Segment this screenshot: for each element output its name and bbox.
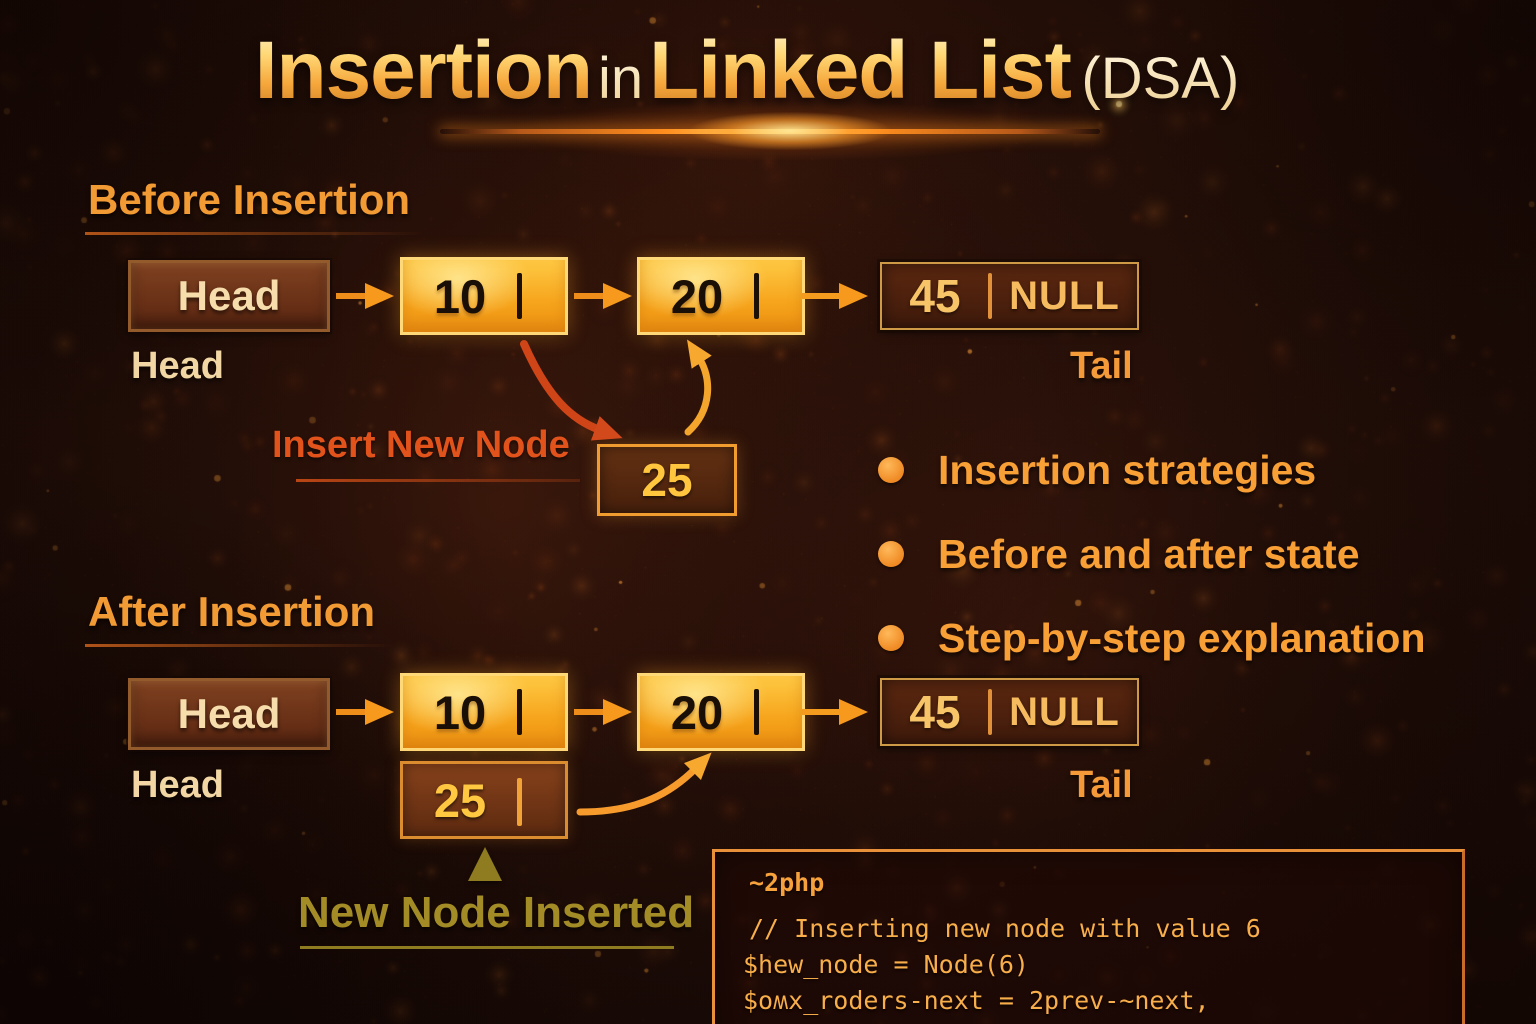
after-tail-divider <box>988 689 992 735</box>
after-node-10: 10 <box>400 673 568 751</box>
before-node-20-pointer-divider <box>754 273 759 319</box>
bullet-label: Insertion strategies <box>938 446 1317 493</box>
before-tail-divider <box>988 273 992 319</box>
after-new-node-value: 25 <box>433 773 487 827</box>
after-tail-value: 45 <box>909 686 961 738</box>
before-tail-node: 45 NULL <box>880 262 1139 330</box>
list-item: Insertion strategies <box>878 438 1426 502</box>
after-head-box-label: Head <box>177 690 281 737</box>
code-line-pointer-assign: $oʍx_roders-next = 2prev-~next, <box>743 986 1210 1015</box>
after-tail-label: Tail <box>1070 764 1133 806</box>
topic-bullet-list: Insertion strategies Before and after st… <box>878 438 1426 690</box>
before-node-20-value: 20 <box>670 269 724 323</box>
before-node-10: 10 <box>400 257 568 335</box>
before-tail-label: Tail <box>1070 345 1133 387</box>
bullet-dot-icon <box>878 625 904 651</box>
lens-flare-core <box>690 112 890 150</box>
insert-new-node-caption: Insert New Node <box>272 424 570 466</box>
inserted-caption-underline <box>300 946 674 949</box>
bullet-dot-icon <box>878 541 904 567</box>
list-item: Step-by-step explanation <box>878 606 1426 670</box>
pointer-up-triangle-icon <box>468 847 502 881</box>
list-item: Before and after state <box>878 522 1426 586</box>
code-snippet-panel: ~2php // Inserting new node with value 6… <box>712 849 1465 1024</box>
before-head-box: Head <box>128 260 330 332</box>
after-head-label: Head <box>131 764 224 806</box>
code-line-comment: // Inserting new node with value 6 <box>749 914 1261 943</box>
code-line-new-node: $hew_node = Node(6) <box>743 950 1029 979</box>
after-heading-underline <box>85 644 397 647</box>
title-word-in: in <box>592 46 649 111</box>
before-node-10-value: 10 <box>433 269 487 323</box>
before-node-10-pointer-divider <box>517 273 522 319</box>
title-word-linked-list: Linked List <box>649 25 1072 116</box>
after-head-box: Head <box>128 678 330 750</box>
after-node-10-pointer-divider <box>517 689 522 735</box>
before-head-label: Head <box>131 345 224 387</box>
after-section-heading: After Insertion <box>88 588 376 635</box>
after-tail-node: 45 NULL <box>880 678 1139 746</box>
new-node-inserted-caption: New Node Inserted <box>298 888 695 937</box>
after-node-10-value: 10 <box>433 685 487 739</box>
page-title: Insertion inLinked List (DSA) <box>0 24 1500 118</box>
after-null-pointer: NULL <box>1009 689 1120 734</box>
after-node-20: 20 <box>637 673 805 751</box>
before-section-heading: Before Insertion <box>88 176 411 223</box>
insert-caption-underline <box>296 479 580 482</box>
before-null-pointer: NULL <box>1009 273 1120 318</box>
title-word-dsa: (DSA) <box>1075 46 1245 111</box>
before-head-box-label: Head <box>177 272 281 319</box>
code-line-php-tag: ~2php <box>749 868 825 897</box>
after-node-20-pointer-divider <box>754 689 759 735</box>
title-word-insertion: Insertion <box>254 25 593 116</box>
before-new-node-value: 25 <box>641 454 693 506</box>
after-new-node-pointer-divider <box>517 778 522 826</box>
after-node-20-value: 20 <box>670 685 724 739</box>
bullet-label: Step-by-step explanation <box>938 614 1426 661</box>
before-heading-underline <box>85 232 425 235</box>
before-tail-value: 45 <box>909 270 961 322</box>
before-node-20: 20 <box>637 257 805 335</box>
bullet-label: Before and after state <box>938 530 1360 577</box>
before-new-node-25: 25 <box>597 444 737 516</box>
bullet-dot-icon <box>878 457 904 483</box>
after-new-node-25: 25 <box>400 761 568 839</box>
